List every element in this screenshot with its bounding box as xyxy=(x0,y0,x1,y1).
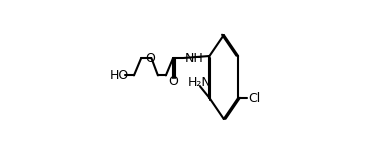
Text: O: O xyxy=(145,51,155,65)
Text: H₂N: H₂N xyxy=(188,76,212,89)
Text: NH: NH xyxy=(185,51,204,65)
Text: O: O xyxy=(168,75,178,88)
Text: HO: HO xyxy=(110,69,129,82)
Text: Cl: Cl xyxy=(248,91,261,105)
